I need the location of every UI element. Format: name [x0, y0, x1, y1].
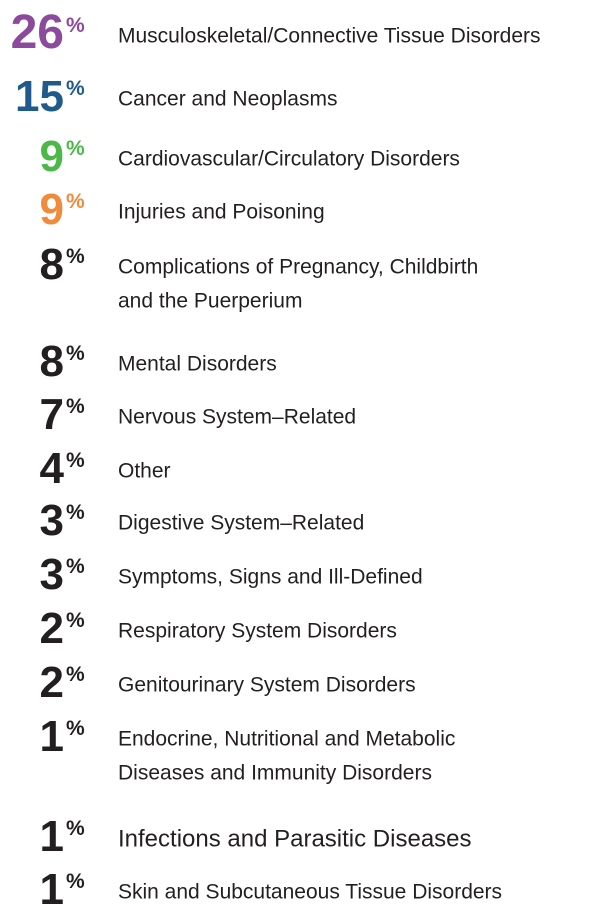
percent-sign: %: [66, 449, 85, 472]
percent-sign: %: [66, 609, 85, 632]
percent-number: 9: [40, 185, 64, 234]
item-label: Cardiovascular/Circulatory Disorders: [118, 148, 460, 171]
percent-number: 26: [11, 6, 64, 59]
percent-number: 8: [40, 240, 64, 289]
item-label: Nervous System–Related: [118, 406, 356, 429]
item-label: Injuries and Poisoning: [118, 201, 325, 224]
item-label: Respiratory System Disorders: [118, 620, 397, 643]
item-label: and the Puerperium: [118, 290, 302, 313]
percent-sign: %: [66, 501, 85, 524]
percent-number: 2: [40, 604, 64, 653]
percent-number: 9: [40, 132, 64, 181]
percent-sign: %: [66, 717, 85, 740]
item-label: Skin and Subcutaneous Tissue Disorders: [118, 881, 502, 904]
item-label: Complications of Pregnancy, Childbirth: [118, 256, 478, 279]
item-label: Diseases and Immunity Disorders: [118, 762, 432, 785]
percent-sign: %: [66, 77, 85, 100]
percent-sign: %: [66, 137, 85, 160]
percent-number: 7: [40, 390, 64, 439]
item-label: Endocrine, Nutritional and Metabolic: [118, 728, 455, 751]
percent-sign: %: [66, 14, 85, 37]
percent-number: 4: [40, 444, 65, 493]
percent-number: 15: [15, 72, 64, 121]
percent-number: 1: [40, 865, 64, 905]
item-label: Genitourinary System Disorders: [118, 674, 416, 697]
percent-number: 1: [40, 812, 64, 861]
percent-sign: %: [66, 245, 85, 268]
percent-sign: %: [66, 555, 85, 578]
percent-sign: %: [66, 190, 85, 213]
item-label: Cancer and Neoplasms: [118, 88, 337, 111]
item-label: Other: [118, 460, 171, 483]
item-label: Symptoms, Signs and Ill-Defined: [118, 566, 423, 589]
percent-sign: %: [66, 342, 85, 365]
percent-sign: %: [66, 395, 85, 418]
percent-number: 2: [40, 658, 64, 707]
percent-sign: %: [66, 817, 85, 840]
item-label: Musculoskeletal/Connective Tissue Disord…: [118, 25, 541, 48]
percent-number: 3: [40, 496, 64, 545]
item-label: Mental Disorders: [118, 353, 277, 376]
percent-sign: %: [66, 663, 85, 686]
item-label: Infections and Parasitic Diseases: [118, 825, 472, 852]
percent-number: 3: [40, 550, 64, 599]
percent-number: 8: [40, 337, 64, 386]
percent-number: 1: [40, 712, 64, 761]
item-label: Digestive System–Related: [118, 512, 364, 535]
percent-sign: %: [66, 870, 85, 893]
